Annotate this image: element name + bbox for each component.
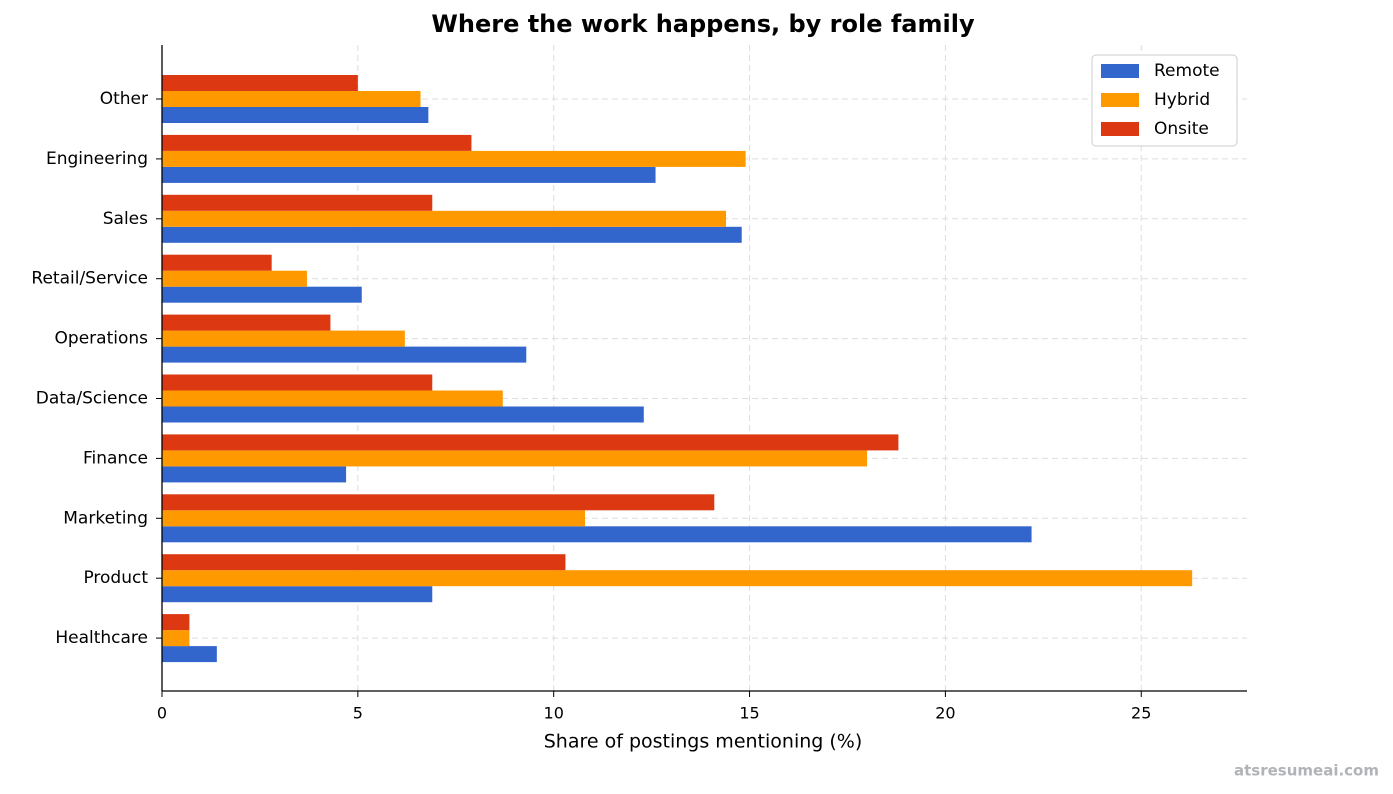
y-tick-label: Operations	[55, 329, 149, 349]
legend-label: Hybrid	[1154, 90, 1210, 110]
y-tick-label: Marketing	[63, 508, 148, 528]
x-tick-label: 25	[1131, 704, 1151, 723]
bar	[162, 210, 727, 227]
legend-swatch	[1101, 122, 1139, 136]
y-tick-label: Finance	[83, 448, 148, 468]
legend-swatch	[1101, 64, 1139, 78]
bar	[162, 646, 217, 663]
bar	[162, 270, 307, 287]
bar	[162, 91, 421, 107]
bar	[162, 286, 362, 303]
bar	[162, 194, 433, 211]
y-tick-label: Sales	[103, 209, 148, 229]
bar	[162, 630, 190, 647]
bar	[162, 254, 272, 271]
bar	[162, 390, 503, 407]
bar	[162, 134, 472, 151]
bar	[162, 166, 656, 183]
x-tick-label: 0	[157, 704, 167, 723]
bar	[162, 314, 331, 331]
bar	[162, 346, 527, 363]
legend-label: Remote	[1154, 61, 1220, 81]
bar	[162, 526, 1032, 543]
y-tick-label: Healthcare	[55, 628, 148, 648]
x-tick-label: 20	[935, 704, 955, 723]
y-tick-label: Retail/Service	[31, 269, 148, 289]
bar	[162, 330, 405, 347]
x-tick-label: 15	[739, 704, 759, 723]
x-tick-label: 10	[544, 704, 564, 723]
y-tick-label: Engineering	[46, 149, 148, 169]
bar	[162, 466, 347, 483]
bar	[162, 75, 358, 91]
y-tick-label: Other	[100, 89, 148, 109]
bar	[162, 586, 433, 603]
chart-title: Where the work happens, by role family	[431, 10, 975, 38]
bar	[162, 150, 746, 167]
x-axis-label: Share of postings mentioning (%)	[544, 731, 863, 753]
legend-label: Onsite	[1154, 119, 1209, 139]
legend-swatch	[1101, 93, 1139, 107]
bar	[162, 450, 868, 467]
watermark: atsresumeai.com	[1234, 762, 1379, 780]
bar	[162, 614, 190, 631]
y-tick-label: Data/Science	[36, 389, 148, 409]
bar	[162, 374, 433, 391]
bar	[162, 406, 644, 423]
bar	[162, 510, 586, 527]
bar	[162, 107, 429, 123]
x-tick-label: 5	[353, 704, 363, 723]
y-tick-label: Product	[83, 568, 148, 588]
bar	[162, 494, 715, 511]
bar	[162, 570, 1193, 587]
bar	[162, 226, 742, 243]
bar	[162, 434, 899, 451]
bar	[162, 554, 566, 571]
